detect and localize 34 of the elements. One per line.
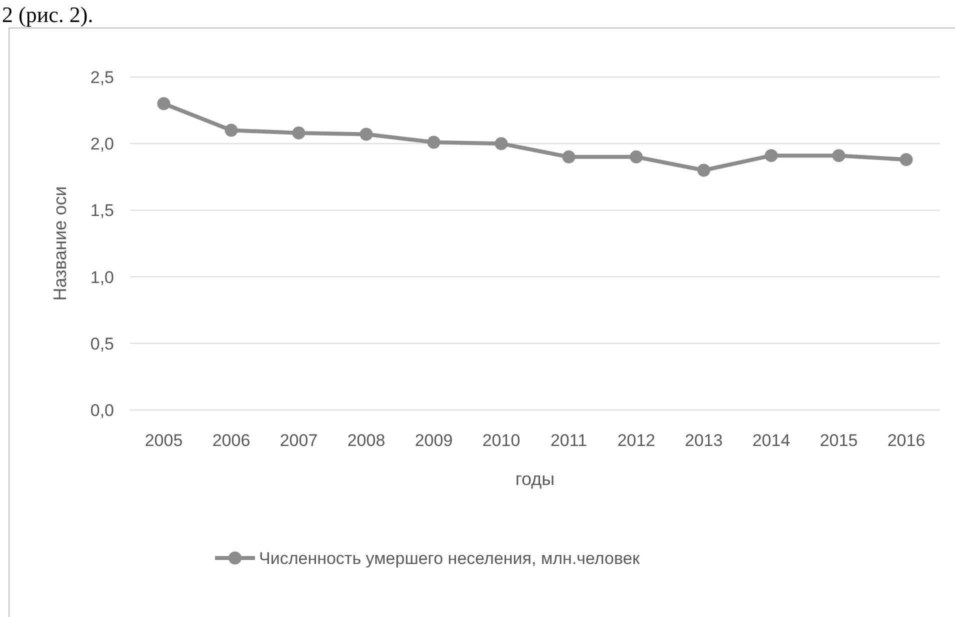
- point: [832, 149, 846, 162]
- x-tick-label: 2005: [144, 430, 183, 450]
- x-tick-label: 2016: [887, 430, 926, 450]
- x-tick-label: 2006: [212, 430, 250, 450]
- y-tick-label: 2,5: [90, 68, 114, 87]
- point: [562, 150, 576, 164]
- x-tick-label: 2007: [280, 430, 318, 450]
- point: [494, 137, 508, 150]
- y-tick-label: 2,0: [90, 134, 114, 154]
- point: [157, 97, 170, 110]
- x-tick-label: 2011: [550, 430, 588, 450]
- point: [427, 136, 440, 149]
- point: [630, 150, 643, 164]
- legend-label: Численность умершего неселения, млн.человек: [259, 548, 640, 568]
- x-axis-title: годы: [515, 469, 555, 489]
- text: 2 (рис. 2).: [2, 2, 94, 27]
- y-axis-title: Название оси: [50, 186, 70, 301]
- x-tick-label: 2014: [752, 430, 790, 450]
- y-tick-label: 1,5: [90, 201, 114, 220]
- point: [900, 153, 913, 166]
- x-tick-label: 2015: [820, 430, 858, 450]
- point: [764, 149, 778, 162]
- point: [697, 164, 710, 177]
- x-tick-label: 2013: [684, 430, 723, 450]
- point: [292, 126, 306, 140]
- y-tick-label: 0,0: [90, 400, 114, 420]
- x-tick-label: 2012: [617, 430, 656, 450]
- x-tick-label: 2009: [414, 430, 453, 450]
- y-tick-label: 0,5: [90, 334, 114, 354]
- y-tick-label: 1,0: [90, 268, 114, 287]
- x-tick-label: 2010: [482, 430, 520, 450]
- point: [360, 128, 373, 141]
- point: [224, 124, 238, 137]
- x-tick-label: 2008: [347, 430, 386, 450]
